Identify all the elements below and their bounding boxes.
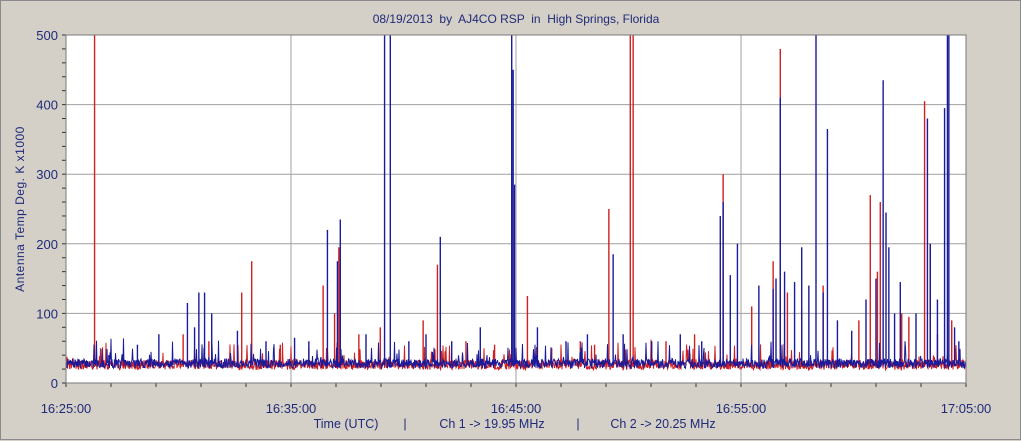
chart-title: 08/19/2013 by AJ4CO RSP in High Springs,… — [373, 12, 660, 26]
minor-ticks — [62, 34, 967, 387]
footer-separator-2: | — [576, 417, 579, 431]
channel-1-legend: Ch 1 -> 19.95 MHz — [439, 417, 544, 431]
y-tick-label: 0 — [51, 376, 58, 391]
plot-border — [65, 34, 967, 384]
x-tick-label: 16:45:00 — [491, 401, 542, 416]
y-tick-labels: 0 100 200 300 400 500 — [36, 28, 58, 391]
y-tick-label: 200 — [36, 237, 58, 252]
x-tick-labels: 16:25:00 16:35:00 16:45:00 16:55:00 17:05:00 — [41, 401, 992, 416]
footer-separator-1: | — [403, 417, 406, 431]
y-tick-label: 100 — [36, 306, 58, 321]
x-axis-label: Time (UTC) — [314, 417, 379, 431]
y-axis-label: Antenna Temp Deg. K x1000 — [13, 126, 27, 292]
series-ch1 — [65, 35, 967, 371]
y-tick-label: 400 — [36, 98, 58, 113]
x-tick-label: 16:55:00 — [716, 401, 767, 416]
x-tick-label: 17:05:00 — [941, 401, 992, 416]
y-tick-label: 300 — [36, 167, 58, 182]
y-tick-label: 500 — [36, 28, 58, 43]
channel-2-legend: Ch 2 -> 20.25 MHz — [610, 417, 715, 431]
x-tick-label: 16:35:00 — [266, 401, 317, 416]
x-tick-label: 16:25:00 — [41, 401, 92, 416]
